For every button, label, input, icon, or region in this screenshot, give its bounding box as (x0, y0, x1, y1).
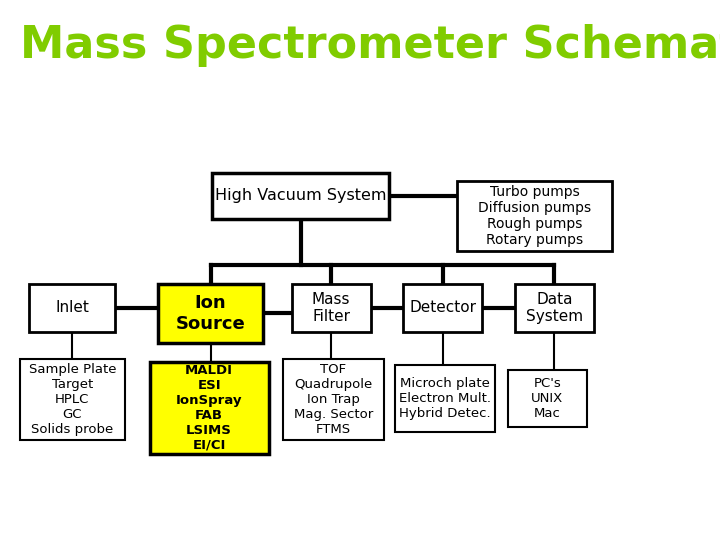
Text: Sample Plate
Target
HPLC
GC
Solids probe: Sample Plate Target HPLC GC Solids probe (29, 363, 116, 436)
FancyBboxPatch shape (212, 173, 389, 219)
Text: Detector: Detector (409, 300, 477, 315)
FancyBboxPatch shape (158, 284, 263, 343)
Text: Turbo pumps
Diffusion pumps
Rough pumps
Rotary pumps: Turbo pumps Diffusion pumps Rough pumps … (478, 185, 591, 247)
Text: Data
System: Data System (526, 292, 583, 324)
FancyBboxPatch shape (29, 284, 115, 332)
FancyBboxPatch shape (457, 181, 612, 251)
Text: Ion
Source: Ion Source (176, 294, 246, 333)
Text: Mass
Filter: Mass Filter (312, 292, 351, 324)
Text: MALDI
ESI
IonSpray
FAB
LSIMS
EI/CI: MALDI ESI IonSpray FAB LSIMS EI/CI (176, 364, 243, 451)
Text: Mass Spectrometer Schematic: Mass Spectrometer Schematic (20, 24, 720, 68)
Text: TOF
Quadrupole
Ion Trap
Mag. Sector
FTMS: TOF Quadrupole Ion Trap Mag. Sector FTMS (294, 363, 373, 436)
FancyBboxPatch shape (515, 284, 594, 332)
Text: Inlet: Inlet (55, 300, 89, 315)
FancyBboxPatch shape (292, 284, 371, 332)
FancyBboxPatch shape (283, 359, 384, 440)
FancyBboxPatch shape (20, 359, 125, 440)
FancyBboxPatch shape (150, 362, 269, 454)
Text: Microch plate
Electron Mult.
Hybrid Detec.: Microch plate Electron Mult. Hybrid Dete… (399, 377, 491, 420)
Text: High Vacuum System: High Vacuum System (215, 188, 387, 203)
FancyBboxPatch shape (395, 364, 495, 432)
Text: PC's
UNIX
Mac: PC's UNIX Mac (531, 377, 563, 420)
FancyBboxPatch shape (403, 284, 482, 332)
FancyBboxPatch shape (508, 370, 587, 427)
